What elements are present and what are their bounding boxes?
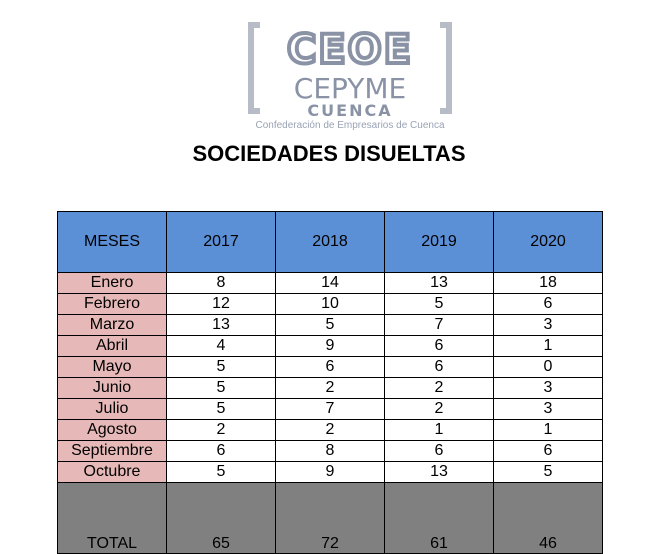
month-cell: Enero	[57, 272, 167, 294]
month-cell: Febrero	[57, 293, 167, 315]
table-row: Septiembre 6 8 6 6	[57, 440, 603, 462]
value-cell: 6	[384, 356, 494, 378]
value-cell: 1	[493, 335, 603, 357]
table-row: Abril 4 9 6 1	[57, 335, 603, 357]
value-cell: 9	[275, 461, 385, 483]
total-cell: 46	[493, 482, 603, 554]
value-cell: 3	[493, 398, 603, 420]
column-header: 2017	[166, 211, 276, 273]
total-cell: 61	[384, 482, 494, 554]
table-row: Mayo 5 6 6 0	[57, 356, 603, 378]
value-cell: 18	[493, 272, 603, 294]
table-row: Octubre 5 9 13 5	[57, 461, 603, 483]
value-cell: 2	[166, 419, 276, 441]
table-header-row: MESES 2017 2018 2019 2020	[57, 211, 603, 273]
value-cell: 5	[166, 398, 276, 420]
value-cell: 7	[384, 314, 494, 336]
table-row: Enero 8 14 13 18	[57, 272, 603, 294]
value-cell: 4	[166, 335, 276, 357]
column-header: 2020	[493, 211, 603, 273]
table-row: Junio 5 2 2 3	[57, 377, 603, 399]
value-cell: 3	[493, 314, 603, 336]
total-row: TOTAL 65 72 61 46	[57, 482, 603, 554]
month-cell: Mayo	[57, 356, 167, 378]
logo-cuenca-text: CUENCA	[307, 101, 393, 120]
page-title: SOCIEDADES DISUELTAS	[192, 141, 466, 166]
value-cell: 7	[275, 398, 385, 420]
value-cell: 6	[493, 293, 603, 315]
value-cell: 5	[166, 377, 276, 399]
logo-tagline: Confederación de Empresarios de Cuenca	[255, 120, 445, 131]
month-cell: Junio	[57, 377, 167, 399]
table-row: Marzo 13 5 7 3	[57, 314, 603, 336]
month-cell: Septiembre	[57, 440, 167, 462]
logo-left-bracket	[248, 22, 260, 114]
value-cell: 1	[384, 419, 494, 441]
value-cell: 2	[275, 377, 385, 399]
logo-right-bracket	[440, 22, 452, 114]
value-cell: 8	[275, 440, 385, 462]
month-cell: Abril	[57, 335, 167, 357]
value-cell: 3	[493, 377, 603, 399]
table-row: Julio 5 7 2 3	[57, 398, 603, 420]
value-cell: 8	[166, 272, 276, 294]
value-cell: 12	[166, 293, 276, 315]
value-cell: 5	[166, 356, 276, 378]
value-cell: 13	[384, 272, 494, 294]
table-row: Febrero 12 10 5 6	[57, 293, 603, 315]
total-label: TOTAL	[57, 482, 167, 554]
month-cell: Octubre	[57, 461, 167, 483]
month-cell: Agosto	[57, 419, 167, 441]
value-cell: 2	[275, 419, 385, 441]
value-cell: 1	[493, 419, 603, 441]
value-cell: 6	[384, 335, 494, 357]
value-cell: 6	[493, 440, 603, 462]
value-cell: 9	[275, 335, 385, 357]
value-cell: 10	[275, 293, 385, 315]
column-header: 2018	[275, 211, 385, 273]
value-cell: 6	[275, 356, 385, 378]
value-cell: 2	[384, 398, 494, 420]
column-header: 2019	[384, 211, 494, 273]
value-cell: 13	[384, 461, 494, 483]
value-cell: 5	[275, 314, 385, 336]
logo-ceoe-text: CEOE	[285, 26, 413, 74]
column-header: MESES	[57, 211, 167, 273]
logo-cepyme-text: CEPYME	[293, 72, 407, 105]
value-cell: 0	[493, 356, 603, 378]
value-cell: 6	[384, 440, 494, 462]
dissolved-companies-table: MESES 2017 2018 2019 2020 Enero 8 14 13 18 Fe…	[57, 211, 603, 554]
month-cell: Julio	[57, 398, 167, 420]
value-cell: 13	[166, 314, 276, 336]
value-cell: 2	[384, 377, 494, 399]
value-cell: 5	[384, 293, 494, 315]
value-cell: 6	[166, 440, 276, 462]
value-cell: 5	[493, 461, 603, 483]
table-row: Agosto 2 2 1 1	[57, 419, 603, 441]
value-cell: 5	[166, 461, 276, 483]
value-cell: 14	[275, 272, 385, 294]
ceoe-cepyme-logo: CEOE CEPYME CUENCA Confederación de Empr…	[248, 22, 452, 134]
month-cell: Marzo	[57, 314, 167, 336]
